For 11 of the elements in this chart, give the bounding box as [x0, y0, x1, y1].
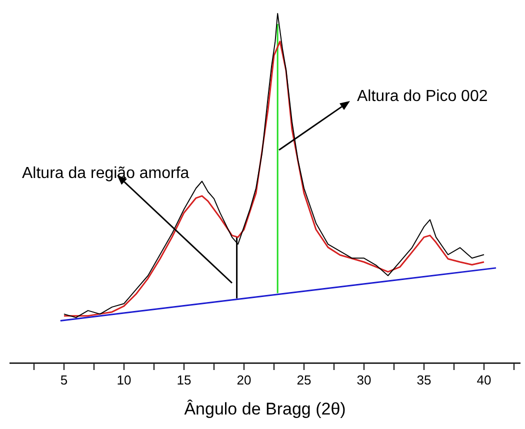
x-tick-label: 10 — [116, 372, 132, 388]
x-tick-label: 5 — [60, 372, 68, 388]
x-tick-label: 35 — [416, 372, 432, 388]
x-tick-label: 25 — [296, 372, 312, 388]
x-tick-label: 40 — [476, 372, 492, 388]
x-axis-title: Ângulo de Bragg (2θ) — [184, 399, 346, 418]
annotation: Altura do Pico 002 — [357, 88, 488, 106]
x-tick-label: 20 — [236, 372, 252, 388]
annotation: Altura da região amorfa — [22, 165, 190, 183]
x-tick-label: 30 — [356, 372, 372, 388]
x-tick-label: 15 — [176, 372, 192, 388]
